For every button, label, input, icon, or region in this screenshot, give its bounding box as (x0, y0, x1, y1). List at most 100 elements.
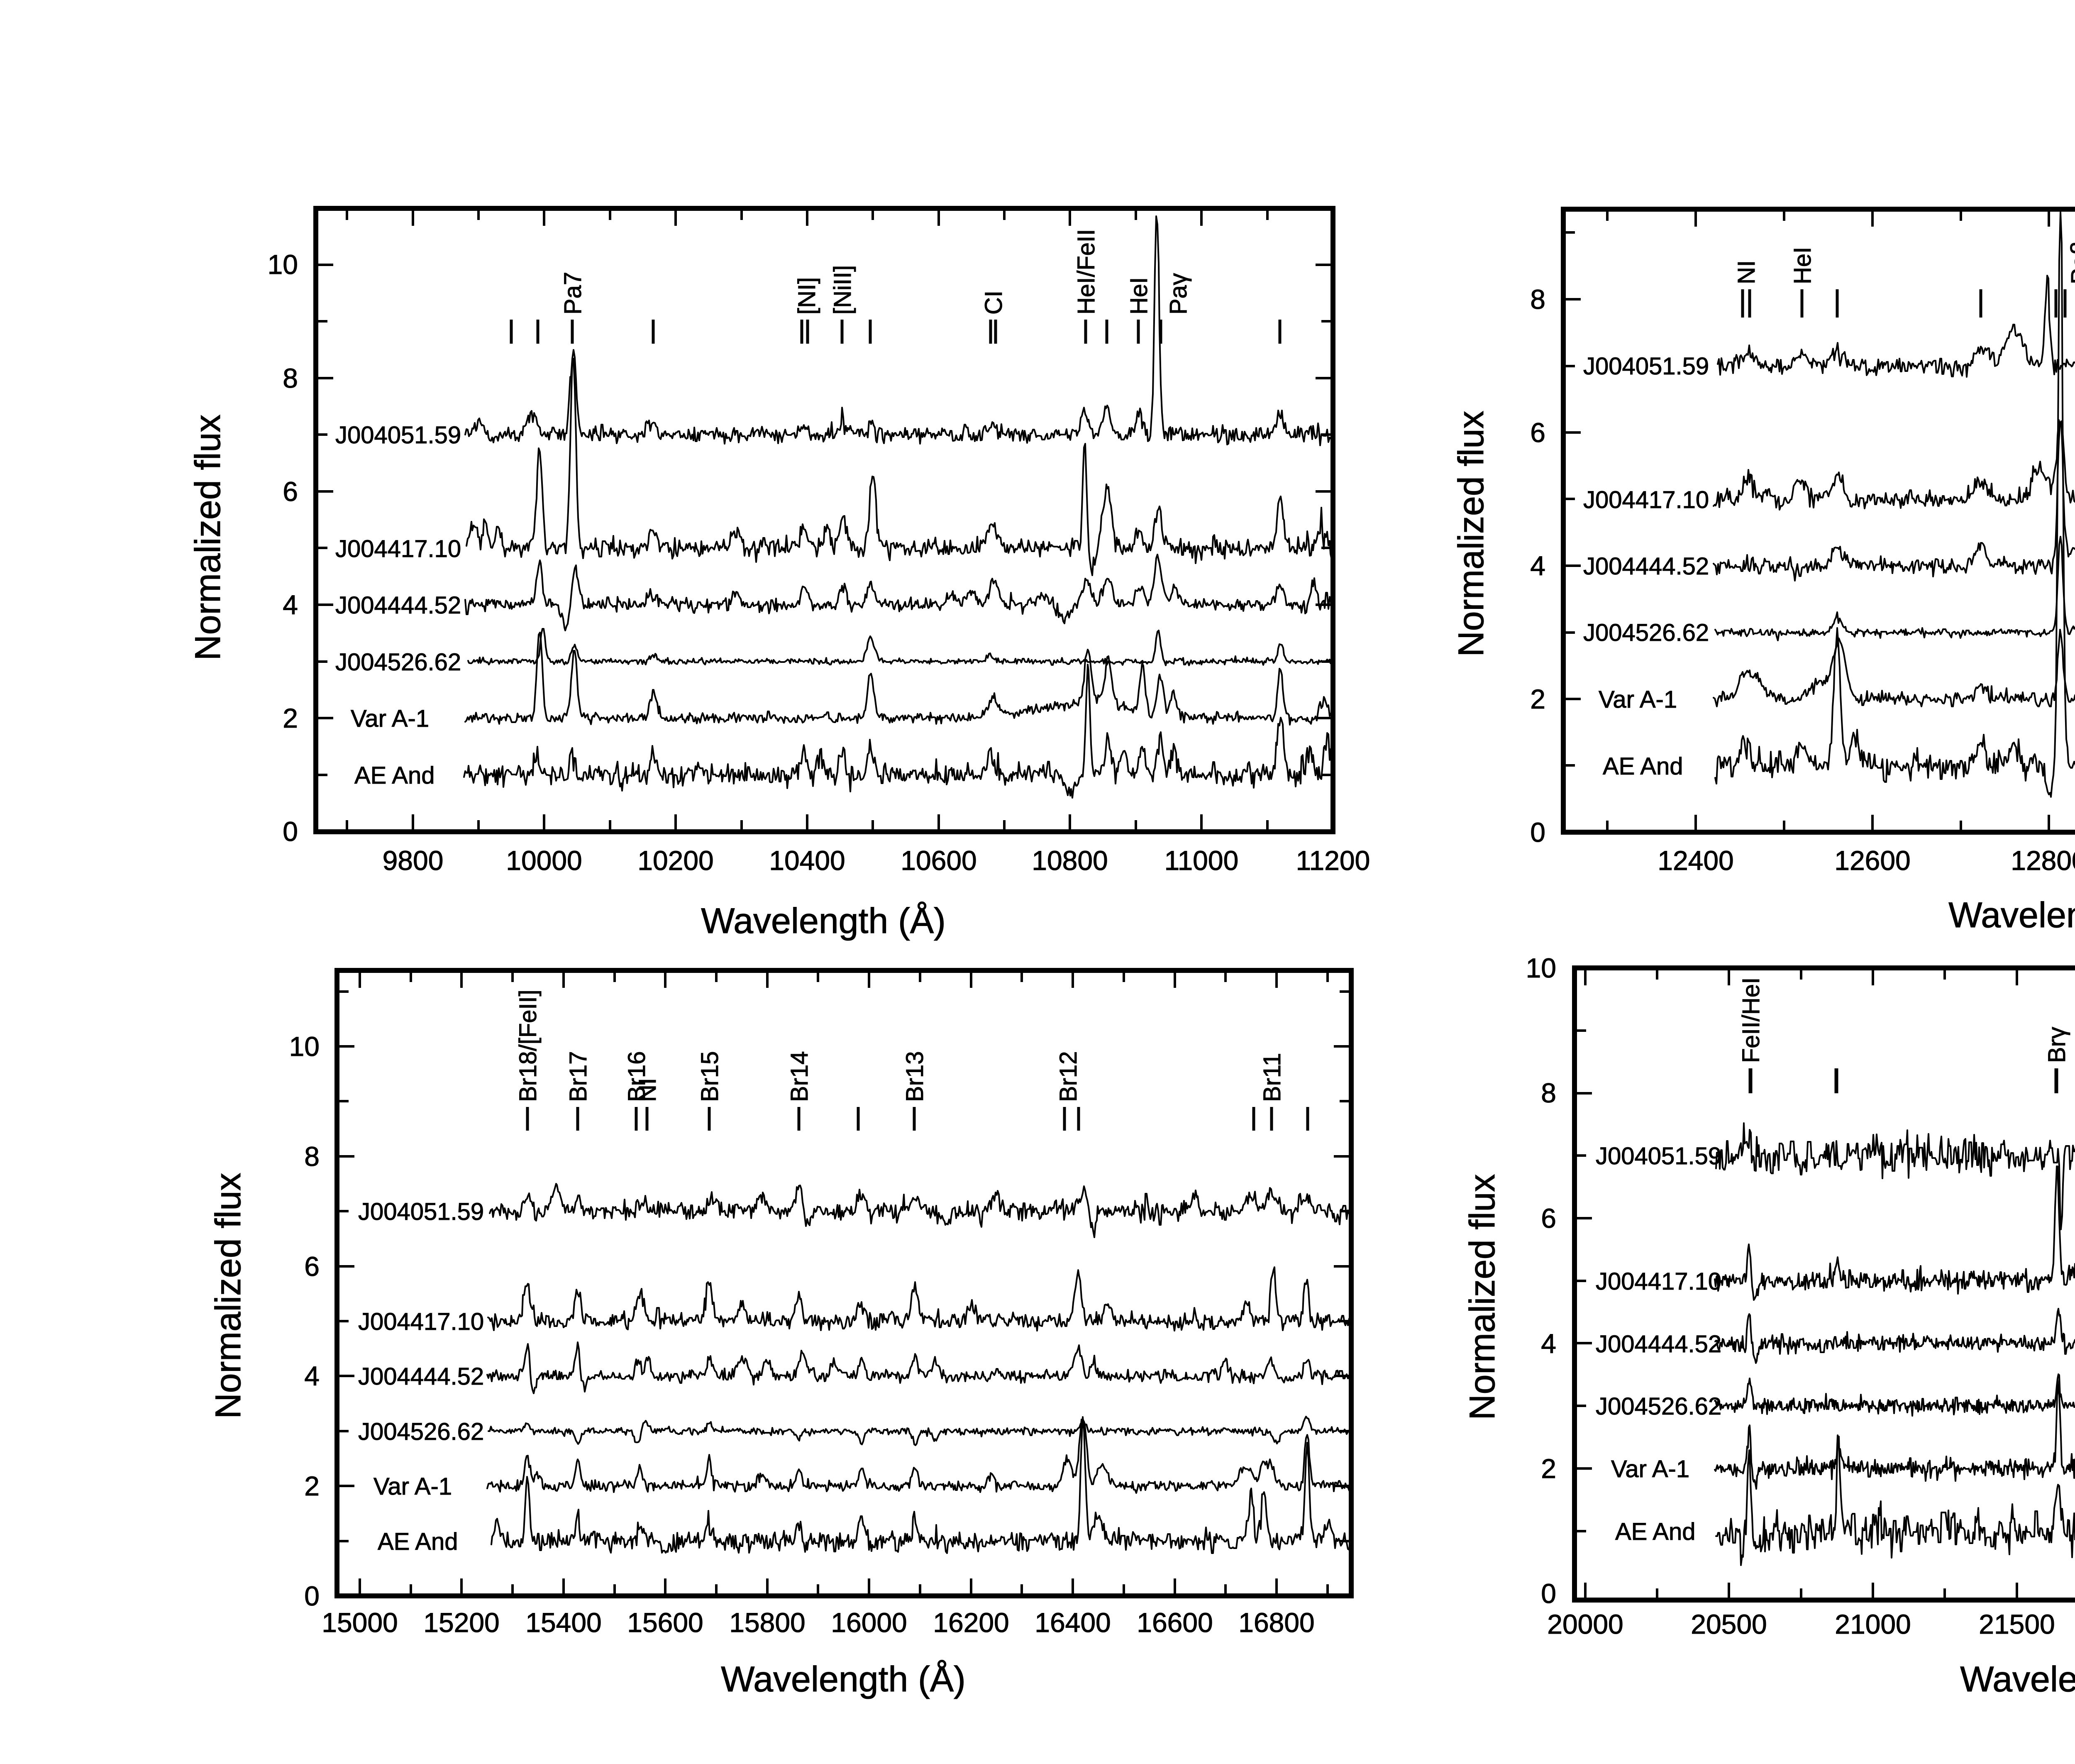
svg-text:6: 6 (304, 1251, 320, 1282)
svg-text:[NiII]: [NiII] (829, 265, 856, 315)
svg-text:15200: 15200 (423, 1607, 500, 1638)
svg-text:16200: 16200 (933, 1607, 1009, 1638)
svg-text:HeI: HeI (1789, 247, 1816, 284)
svg-text:FeII/HeI: FeII/HeI (1738, 977, 1765, 1063)
svg-text:J004051.59: J004051.59 (1596, 1143, 1721, 1170)
svg-text:J004417.10: J004417.10 (358, 1308, 484, 1335)
svg-text:J004051.59: J004051.59 (358, 1198, 484, 1225)
svg-text:Wavelength (Å): Wavelength (Å) (1960, 1659, 2075, 1699)
svg-text:11200: 11200 (1296, 845, 1370, 876)
svg-text:NI: NI (1733, 260, 1760, 284)
svg-text:0: 0 (304, 1581, 320, 1611)
svg-text:HeI: HeI (1125, 277, 1152, 315)
svg-text:CI: CI (980, 291, 1007, 315)
svg-text:10800: 10800 (1032, 845, 1108, 876)
svg-text:12400: 12400 (1658, 845, 1734, 876)
svg-text:2: 2 (1530, 684, 1545, 714)
svg-text:16800: 16800 (1238, 1607, 1315, 1638)
svg-text:9800: 9800 (383, 845, 444, 876)
svg-text:21500: 21500 (1979, 1609, 2055, 1639)
svg-text:AE And: AE And (378, 1528, 458, 1555)
svg-text:Br12: Br12 (1055, 1051, 1082, 1102)
svg-text:J004444.52: J004444.52 (1596, 1331, 1721, 1358)
svg-text:Normalized flux: Normalized flux (1462, 1174, 1502, 1420)
svg-text:6: 6 (1530, 417, 1545, 448)
svg-text:15600: 15600 (627, 1607, 703, 1638)
svg-text:16400: 16400 (1035, 1607, 1111, 1638)
svg-text:Br18/[FeII]: Br18/[FeII] (515, 990, 542, 1102)
svg-text:0: 0 (283, 816, 298, 847)
svg-text:20500: 20500 (1691, 1609, 1767, 1639)
svg-text:10600: 10600 (901, 845, 977, 876)
svg-text:2: 2 (1541, 1453, 1556, 1484)
svg-text:J004526.62: J004526.62 (358, 1418, 484, 1445)
svg-text:Pa7: Pa7 (559, 272, 586, 315)
svg-text:6: 6 (1541, 1203, 1556, 1234)
svg-text:Paγ: Paγ (1165, 273, 1192, 315)
svg-text:0: 0 (1541, 1578, 1556, 1609)
svg-text:4: 4 (1530, 550, 1545, 581)
svg-text:Br17: Br17 (565, 1051, 592, 1102)
svg-text:NI: NI (634, 1078, 661, 1102)
svg-text:4: 4 (283, 589, 298, 620)
svg-text:J004417.10: J004417.10 (335, 535, 461, 562)
svg-text:J004051.59: J004051.59 (335, 422, 461, 449)
svg-text:Var A-1: Var A-1 (351, 705, 429, 732)
svg-text:10: 10 (289, 1031, 320, 1062)
svg-text:J004444.52: J004444.52 (335, 592, 461, 619)
svg-text:20000: 20000 (1547, 1609, 1623, 1639)
svg-text:J004526.62: J004526.62 (1583, 619, 1709, 646)
svg-text:Normalized flux: Normalized flux (208, 1173, 248, 1419)
svg-text:2: 2 (304, 1471, 320, 1501)
svg-text:16600: 16600 (1137, 1607, 1213, 1638)
svg-text:Br14: Br14 (786, 1051, 813, 1102)
svg-text:10000: 10000 (506, 845, 582, 876)
svg-text:HeI/FeII: HeI/FeII (1073, 229, 1100, 315)
svg-text:10: 10 (1526, 953, 1556, 983)
svg-text:Brγ: Brγ (2043, 1027, 2070, 1063)
svg-text:Var A-1: Var A-1 (1599, 686, 1677, 713)
svg-text:J004444.52: J004444.52 (358, 1363, 484, 1390)
svg-text:10: 10 (268, 249, 298, 280)
svg-text:AE And: AE And (1615, 1518, 1695, 1545)
svg-text:J004417.10: J004417.10 (1583, 486, 1709, 513)
svg-text:4: 4 (304, 1361, 320, 1391)
svg-text:J004444.52: J004444.52 (1583, 553, 1709, 580)
svg-text:J004526.62: J004526.62 (1596, 1393, 1721, 1420)
svg-text:J004526.62: J004526.62 (335, 649, 461, 676)
svg-text:Br13: Br13 (901, 1051, 928, 1102)
svg-text:15400: 15400 (525, 1607, 602, 1638)
svg-text:6: 6 (283, 476, 298, 507)
svg-text:Var A-1: Var A-1 (374, 1473, 452, 1500)
svg-text:10400: 10400 (769, 845, 845, 876)
svg-text:15000: 15000 (322, 1607, 398, 1638)
svg-text:8: 8 (1530, 284, 1545, 315)
svg-text:Wavelength (Å): Wavelength (Å) (701, 901, 946, 941)
svg-text:J004417.10: J004417.10 (1596, 1268, 1721, 1295)
svg-text:8: 8 (304, 1141, 320, 1172)
svg-text:Wavelength (Å): Wavelength (Å) (1948, 895, 2075, 935)
svg-text:0: 0 (1530, 817, 1545, 848)
svg-text:[NI]: [NI] (793, 277, 820, 315)
svg-text:AE And: AE And (354, 762, 435, 789)
svg-text:11000: 11000 (1164, 845, 1239, 876)
svg-text:Paβ: Paβ (2066, 241, 2075, 284)
svg-text:AE And: AE And (1603, 753, 1683, 780)
svg-text:12600: 12600 (1834, 845, 1911, 876)
svg-text:J004051.59: J004051.59 (1583, 353, 1709, 380)
svg-text:15800: 15800 (729, 1607, 806, 1638)
svg-text:Wavelength (Å): Wavelength (Å) (721, 1659, 966, 1699)
svg-text:16000: 16000 (831, 1607, 907, 1638)
svg-text:8: 8 (283, 363, 298, 393)
svg-text:Normalized flux: Normalized flux (1451, 411, 1491, 657)
svg-text:Var A-1: Var A-1 (1611, 1456, 1689, 1483)
svg-text:8: 8 (1541, 1077, 1556, 1108)
svg-text:Br15: Br15 (696, 1051, 723, 1102)
svg-text:21000: 21000 (1835, 1609, 1911, 1639)
svg-text:Br11: Br11 (1259, 1053, 1286, 1102)
svg-text:2: 2 (283, 703, 298, 733)
svg-text:4: 4 (1541, 1328, 1556, 1359)
svg-text:10200: 10200 (637, 845, 714, 876)
svg-text:Normalized flux: Normalized flux (188, 415, 228, 661)
